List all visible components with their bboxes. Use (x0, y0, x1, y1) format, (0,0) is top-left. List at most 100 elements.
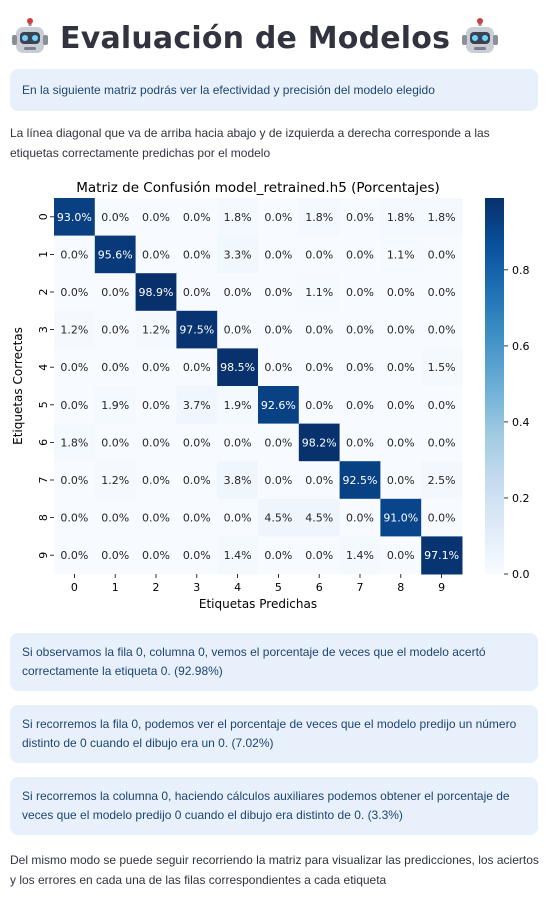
heatmap-cell-3-5 (258, 310, 300, 349)
cell-label-6-4: 0.0% (224, 436, 252, 449)
heatmap-cell-7-4 (217, 461, 259, 500)
cell-label-3-1: 0.0% (101, 324, 129, 337)
heatmap-cell-3-9 (421, 310, 463, 349)
y-tick-label: 9 (37, 552, 50, 559)
cell-label-2-6: 1.1% (305, 286, 333, 299)
heatmap-cell-4-2 (135, 348, 177, 387)
cell-label-0-8: 1.8% (387, 211, 415, 224)
intro-info-box: En la siguiente matriz podrás ver la efe… (10, 69, 538, 111)
heatmap-cell-6-3 (176, 423, 218, 462)
heatmap-cell-4-1 (94, 348, 137, 387)
cell-label-0-2: 0.0% (142, 211, 170, 224)
x-tick-label: 6 (316, 581, 323, 594)
cell-label-8-8: 91.0% (383, 512, 418, 525)
cell-label-0-5: 0.0% (264, 211, 292, 224)
heatmap-cell-3-2 (135, 310, 177, 349)
heatmap-cell-6-9 (421, 423, 463, 462)
heatmap-cell-8-9 (421, 498, 463, 537)
cell-label-9-4: 1.4% (224, 549, 252, 562)
heatmap-cell-3-0 (54, 310, 96, 349)
cell-label-8-2: 0.0% (142, 512, 170, 525)
heatmap-cell-6-6 (298, 423, 341, 462)
heatmap-cell-0-0 (54, 198, 96, 237)
heatmap-cell-5-4 (217, 386, 259, 425)
cell-label-0-7: 0.0% (346, 211, 374, 224)
cell-label-7-1: 1.2% (101, 474, 129, 487)
heatmap-cell-1-9 (421, 235, 463, 274)
cell-label-7-2: 0.0% (142, 474, 170, 487)
heatmap-cell-5-6 (298, 386, 341, 425)
cell-label-1-1: 95.6% (98, 248, 133, 261)
y-tick-label: 7 (37, 477, 50, 484)
cell-label-9-3: 0.0% (183, 549, 211, 562)
x-tick-label: 0 (71, 581, 78, 594)
heatmap-cell-7-5 (258, 461, 300, 500)
heatmap-cell-2-7 (339, 273, 381, 312)
heatmap-cell-8-1 (94, 498, 137, 537)
cell-label-1-3: 0.0% (183, 248, 211, 261)
cell-label-5-4: 1.9% (224, 399, 252, 412)
cell-label-1-5: 0.0% (264, 248, 292, 261)
heatmap-cell-1-4 (217, 235, 259, 274)
cell-label-7-0: 0.0% (60, 474, 88, 487)
cell-label-8-1: 0.0% (101, 512, 129, 525)
cell-label-7-7: 92.5% (343, 474, 378, 487)
heatmap-cell-6-0 (54, 423, 96, 462)
heatmap-cell-4-7 (339, 348, 381, 387)
x-tick-label: 3 (193, 581, 200, 594)
cell-label-3-0: 1.2% (60, 324, 88, 337)
cell-label-8-3: 0.0% (183, 512, 211, 525)
info-row0-box: Si recorremos la fila 0, podemos ver el … (10, 705, 538, 763)
x-tick-label: 2 (153, 581, 160, 594)
colorbar (485, 198, 504, 574)
confusion-matrix-chart: Matriz de Confusión model_retrained.h5 (… (11, 180, 530, 611)
robot-icon (12, 18, 48, 53)
heatmap-cell-5-0 (54, 386, 96, 425)
heatmap-cell-6-4 (217, 423, 259, 462)
cell-label-6-9: 0.0% (428, 436, 456, 449)
info-col0-text: Si recorremos la columna 0, haciendo cál… (22, 789, 510, 822)
cell-label-9-1: 0.0% (101, 549, 129, 562)
info-row0-text: Si recorremos la fila 0, podemos ver el … (22, 717, 517, 750)
heatmap-cell-4-4 (217, 348, 259, 387)
chart-title: Matriz de Confusión model_retrained.h5 (… (76, 180, 440, 196)
cell-label-0-3: 0.0% (183, 211, 211, 224)
heatmap-cell-3-3 (176, 310, 218, 349)
cell-label-5-8: 0.0% (387, 399, 415, 412)
cell-label-3-6: 0.0% (305, 324, 333, 337)
heatmap-cell-9-9 (421, 536, 463, 575)
heatmap-cell-8-7 (339, 498, 381, 537)
heatmap-cell-5-9 (421, 386, 463, 425)
heatmap-cell-0-4 (217, 198, 259, 237)
cell-label-7-8: 0.0% (387, 474, 415, 487)
heatmap-cell-3-4 (217, 310, 259, 349)
cell-label-9-2: 0.0% (142, 549, 170, 562)
heatmap-cell-5-7 (339, 386, 381, 425)
cell-label-0-6: 1.8% (305, 211, 333, 224)
heatmap-cell-8-5 (258, 498, 300, 537)
colorbar-tick-label: 0.2 (512, 492, 530, 505)
robot-icon (462, 18, 499, 53)
colorbar-tick-label: 0.4 (512, 416, 530, 429)
cell-label-1-6: 0.0% (305, 248, 333, 261)
cell-label-6-1: 0.0% (101, 436, 129, 449)
y-tick-label: 6 (37, 439, 50, 446)
heatmap-cell-7-0 (54, 461, 96, 500)
cell-label-8-5: 4.5% (264, 512, 292, 525)
cell-label-2-0: 0.0% (60, 286, 88, 299)
heatmap-cell-2-3 (176, 273, 218, 312)
heatmap-cell-9-0 (54, 536, 96, 575)
cell-label-4-7: 0.0% (346, 361, 374, 374)
cell-label-3-5: 0.0% (264, 324, 292, 337)
heatmap-cell-6-1 (94, 423, 137, 462)
cell-label-8-7: 0.0% (346, 512, 374, 525)
heatmap-cell-4-5 (258, 348, 300, 387)
x-tick-label: 9 (438, 581, 445, 594)
diagonal-explanation: La línea diagonal que va de arriba hacia… (10, 126, 490, 160)
y-tick-label: 1 (37, 251, 50, 258)
cell-label-6-6: 98.2% (302, 436, 337, 449)
heatmap-cell-8-6 (298, 498, 341, 537)
cell-label-6-3: 0.0% (183, 436, 211, 449)
heatmap-cell-9-5 (258, 536, 300, 575)
heatmap-cell-3-1 (94, 310, 137, 349)
